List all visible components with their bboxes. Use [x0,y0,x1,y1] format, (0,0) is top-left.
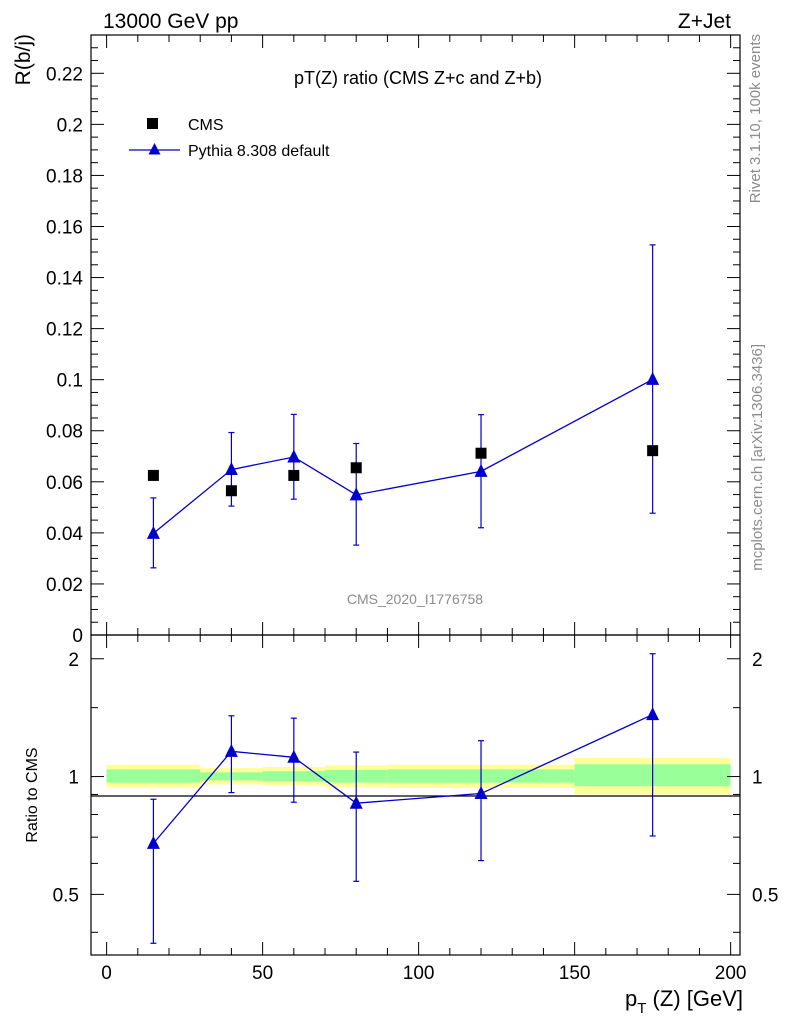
ratio-frame [90,634,741,956]
ratio-y-tick-label-right: 2 [752,650,763,671]
ratio-pythia-point [224,743,238,757]
pythia-point [287,449,301,463]
rivet-label: Rivet 3.1.10, 100k events [747,34,764,203]
main-y-ticks: 0 0.02 0.04 0.06 0.08 0.1 0.12 0.14 0.16 0.18 0.2 0… [46,47,740,647]
x-tick-label: 150 [559,963,591,984]
x-axis-label: pT (Z) [GeV] [625,986,743,1017]
main-y-tick-label: 0.02 [46,575,83,596]
legend-pythia-marker [148,143,161,155]
ratio-y-tick-label: 2 [68,650,79,671]
ratio-x-ticks: 0 50 100 150 200 [101,635,746,984]
pythia-point [146,525,160,539]
legend-cms-marker [147,118,158,129]
analysis-watermark: CMS_2020_I1776758 [347,591,483,607]
pythia-point [646,371,660,385]
ratio-y-ticks: 0.5 0.5 1 1 2 2 [53,650,778,933]
pythia-point [349,487,363,501]
x-tick-label: 0 [101,963,112,984]
x-axis-label-p: p [625,986,637,1011]
x-tick-label: 200 [715,963,747,984]
main-title: pT(Z) ratio (CMS Z+c and Z+b) [294,68,542,88]
main-y-tick-label: 0.14 [46,269,83,290]
main-panel: 0 0.02 0.04 0.06 0.08 0.1 0.12 0.14 0.16 0.18 0.2 0… [12,34,741,647]
cms-data-point [647,445,659,457]
cms-data-point [350,462,362,474]
main-y-tick-label: 0.12 [46,320,83,341]
ratio-pythia-point [646,707,660,721]
main-x-ticks [106,35,732,635]
main-y-tick-label: 0.06 [46,473,83,494]
x-axis-label-rest: (Z) [GeV] [646,986,743,1011]
ratio-y-tick-label-right: 1 [752,768,763,789]
pythia-point [224,462,238,476]
legend-pythia-label: Pythia 8.308 default [188,143,330,160]
main-y-tick-label: 0.2 [57,115,83,136]
mcplots-label: mcplots.cern.ch [arXiv:1306.3436] [749,344,766,571]
ratio-panel: 0.5 0.5 1 1 2 2 0 50 100 150 200 Ratio to CMS pT … [24,634,778,1017]
legend: CMS Pythia 8.308 default [129,117,330,160]
ratio-data-marks [146,653,660,944]
ratio-y-tick-label-right: 0.5 [752,885,778,906]
main-y-tick-label: 0.16 [46,217,83,238]
x-axis-label-sub: T [637,1000,646,1017]
ratio-pythia-line [152,713,653,844]
pythia-line [152,378,653,534]
main-y-tick-label: 0 [72,626,83,647]
main-y-tick-label: 0.1 [57,371,83,392]
main-y-tick-label: 0.04 [46,524,83,545]
main-data-marks [146,244,660,569]
main-y-tick-label: 0.22 [46,64,83,85]
ratio-y-tick-label: 0.5 [53,885,79,906]
cms-data-point [475,447,487,459]
ratio-band-inner [106,769,201,783]
legend-cms-label: CMS [188,117,224,134]
ratio-y-tick-label: 1 [68,768,79,789]
main-y-tick-label: 0.08 [46,422,83,443]
process-label: Z+Jet [678,10,731,33]
cms-data-point [147,469,159,481]
cms-data-point [288,469,300,481]
x-tick-label: 50 [252,963,273,984]
ratio-pythia-point [287,749,301,763]
energy-label: 13000 GeV pp [103,10,238,33]
main-y-tick-label: 0.18 [46,166,83,187]
pythia-point [474,463,488,477]
x-tick-label: 100 [403,963,435,984]
ratio-pythia-point [474,786,488,800]
ratio-pythia-point [349,795,363,809]
cms-data-point [225,485,237,497]
main-y-axis-label: R(b/j) [12,34,35,85]
ratio-pythia-point [146,835,160,849]
ratio-y-axis-label: Ratio to CMS [24,747,41,842]
